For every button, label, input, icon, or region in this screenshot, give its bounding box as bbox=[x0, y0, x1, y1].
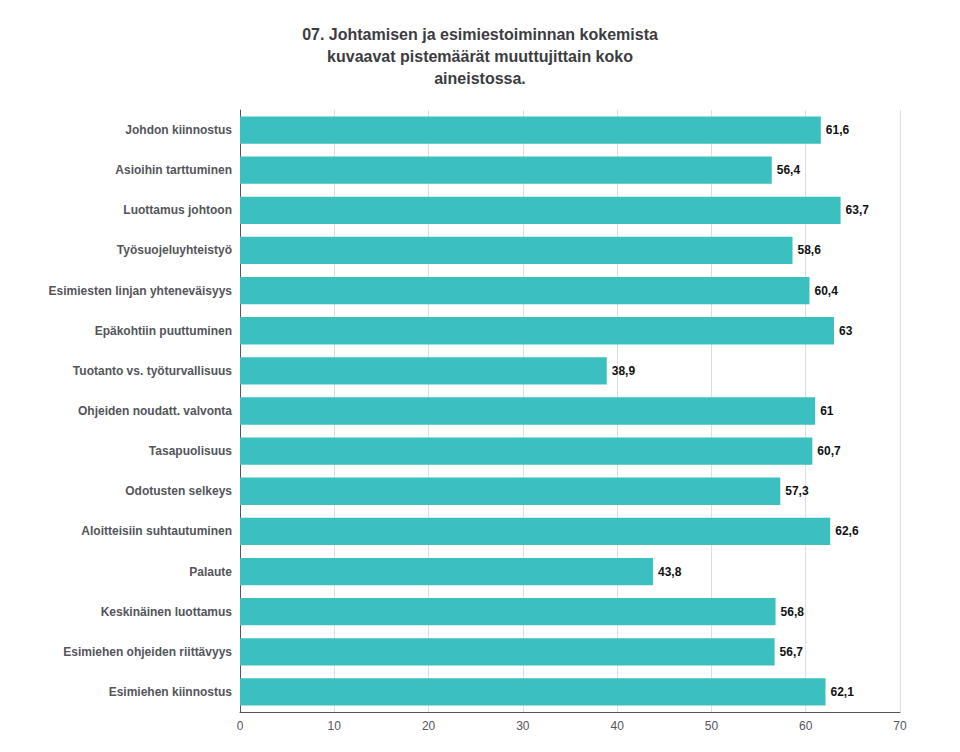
svg-text:10: 10 bbox=[328, 719, 342, 733]
svg-text:07. Johtamisen ja esimiestoimi: 07. Johtamisen ja esimiestoiminnan kokem… bbox=[302, 26, 658, 43]
svg-text:38,9: 38,9 bbox=[612, 364, 636, 378]
svg-text:62,6: 62,6 bbox=[835, 524, 859, 538]
svg-text:0: 0 bbox=[237, 719, 244, 733]
svg-text:40: 40 bbox=[610, 719, 624, 733]
svg-text:Palaute: Palaute bbox=[189, 565, 232, 579]
svg-text:60,7: 60,7 bbox=[817, 444, 841, 458]
svg-text:57,3: 57,3 bbox=[785, 484, 809, 498]
svg-text:56,7: 56,7 bbox=[780, 645, 804, 659]
svg-text:Keskinäinen luottamus: Keskinäinen luottamus bbox=[101, 605, 233, 619]
svg-text:Asioihin tarttuminen: Asioihin tarttuminen bbox=[115, 163, 232, 177]
svg-text:kuvaavat pistemäärät muuttujit: kuvaavat pistemäärät muuttujittain koko bbox=[327, 48, 633, 65]
svg-text:62,1: 62,1 bbox=[831, 685, 855, 699]
svg-text:61,6: 61,6 bbox=[826, 123, 850, 137]
svg-text:Esimiehen ohjeiden riittävyys: Esimiehen ohjeiden riittävyys bbox=[63, 645, 232, 659]
svg-text:43,8: 43,8 bbox=[658, 565, 682, 579]
svg-text:56,8: 56,8 bbox=[781, 605, 805, 619]
svg-text:50: 50 bbox=[705, 719, 719, 733]
svg-text:Johdon kiinnostus: Johdon kiinnostus bbox=[125, 123, 232, 137]
svg-text:Tasapuolisuus: Tasapuolisuus bbox=[149, 444, 232, 458]
svg-text:Esimiehen kiinnostus: Esimiehen kiinnostus bbox=[109, 685, 233, 699]
svg-text:Työsuojeluyhteistyö: Työsuojeluyhteistyö bbox=[117, 243, 232, 257]
svg-text:63: 63 bbox=[839, 324, 853, 338]
svg-text:Tuotanto vs. työturvallisuus: Tuotanto vs. työturvallisuus bbox=[73, 364, 232, 378]
svg-text:Ohjeiden noudatt. valvonta: Ohjeiden noudatt. valvonta bbox=[78, 404, 232, 418]
svg-text:20: 20 bbox=[422, 719, 436, 733]
svg-text:Esimiesten linjan yhteneväisyy: Esimiesten linjan yhteneväisyys bbox=[49, 284, 233, 298]
svg-text:61: 61 bbox=[820, 404, 834, 418]
svg-text:Odotusten selkeys: Odotusten selkeys bbox=[125, 484, 232, 498]
svg-text:60: 60 bbox=[799, 719, 813, 733]
svg-text:60,4: 60,4 bbox=[814, 284, 838, 298]
svg-text:aineistossa.: aineistossa. bbox=[434, 70, 526, 87]
svg-text:Epäkohtiin puuttuminen: Epäkohtiin puuttuminen bbox=[95, 324, 232, 338]
svg-text:Aloitteisiin suhtautuminen: Aloitteisiin suhtautuminen bbox=[81, 524, 232, 538]
svg-text:56,4: 56,4 bbox=[777, 163, 801, 177]
svg-text:70: 70 bbox=[893, 719, 907, 733]
svg-text:58,6: 58,6 bbox=[798, 243, 822, 257]
svg-text:63,7: 63,7 bbox=[846, 203, 870, 217]
svg-text:Luottamus johtoon: Luottamus johtoon bbox=[123, 203, 232, 217]
svg-text:30: 30 bbox=[516, 719, 530, 733]
